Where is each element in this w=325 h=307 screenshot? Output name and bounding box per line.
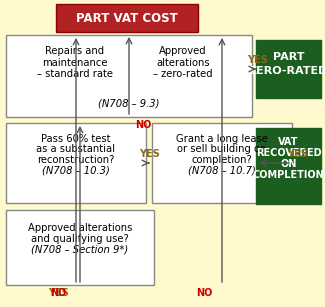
Text: reconstruction?: reconstruction?	[37, 155, 115, 165]
Text: or sell building on: or sell building on	[177, 145, 267, 154]
Text: Repairs and: Repairs and	[45, 46, 104, 56]
Text: YES: YES	[247, 55, 267, 65]
FancyBboxPatch shape	[6, 210, 154, 285]
Text: PART: PART	[273, 52, 304, 62]
Text: NO: NO	[135, 120, 151, 130]
Text: Pass 60% test: Pass 60% test	[41, 134, 111, 144]
Text: (N708 – Section 9*): (N708 – Section 9*)	[32, 245, 129, 255]
FancyBboxPatch shape	[256, 128, 321, 204]
Text: ON: ON	[280, 159, 297, 169]
Text: as a substantial: as a substantial	[36, 145, 115, 154]
Text: COMPLETION: COMPLETION	[253, 170, 324, 180]
Text: maintenance: maintenance	[42, 57, 108, 68]
Text: NO: NO	[196, 288, 212, 298]
Text: NO: NO	[50, 288, 66, 298]
Text: Approved: Approved	[159, 46, 207, 56]
FancyBboxPatch shape	[256, 40, 321, 98]
Text: and qualifying use?: and qualifying use?	[31, 234, 129, 244]
Text: Approved alterations: Approved alterations	[28, 223, 132, 233]
Text: YES: YES	[48, 288, 68, 298]
Text: YES: YES	[287, 149, 307, 159]
FancyBboxPatch shape	[6, 123, 146, 203]
Text: – zero-rated: – zero-rated	[153, 69, 213, 79]
Text: alterations: alterations	[156, 57, 210, 68]
Text: PART VAT COST: PART VAT COST	[76, 11, 178, 25]
Text: completion?: completion?	[192, 155, 253, 165]
Text: RECOVERED: RECOVERED	[256, 148, 321, 158]
FancyBboxPatch shape	[6, 35, 252, 117]
Text: (N708 – 9.3): (N708 – 9.3)	[98, 99, 160, 109]
Text: (N708 – 10.3): (N708 – 10.3)	[42, 165, 110, 176]
Text: VAT: VAT	[278, 137, 299, 147]
Text: ZERO-RATED: ZERO-RATED	[249, 66, 325, 76]
FancyBboxPatch shape	[56, 4, 198, 32]
Text: Grant a long lease: Grant a long lease	[176, 134, 268, 144]
Text: YES: YES	[139, 149, 159, 159]
FancyBboxPatch shape	[152, 123, 292, 203]
Text: (N708 – 10.7): (N708 – 10.7)	[188, 165, 256, 176]
Text: – standard rate: – standard rate	[37, 69, 113, 79]
